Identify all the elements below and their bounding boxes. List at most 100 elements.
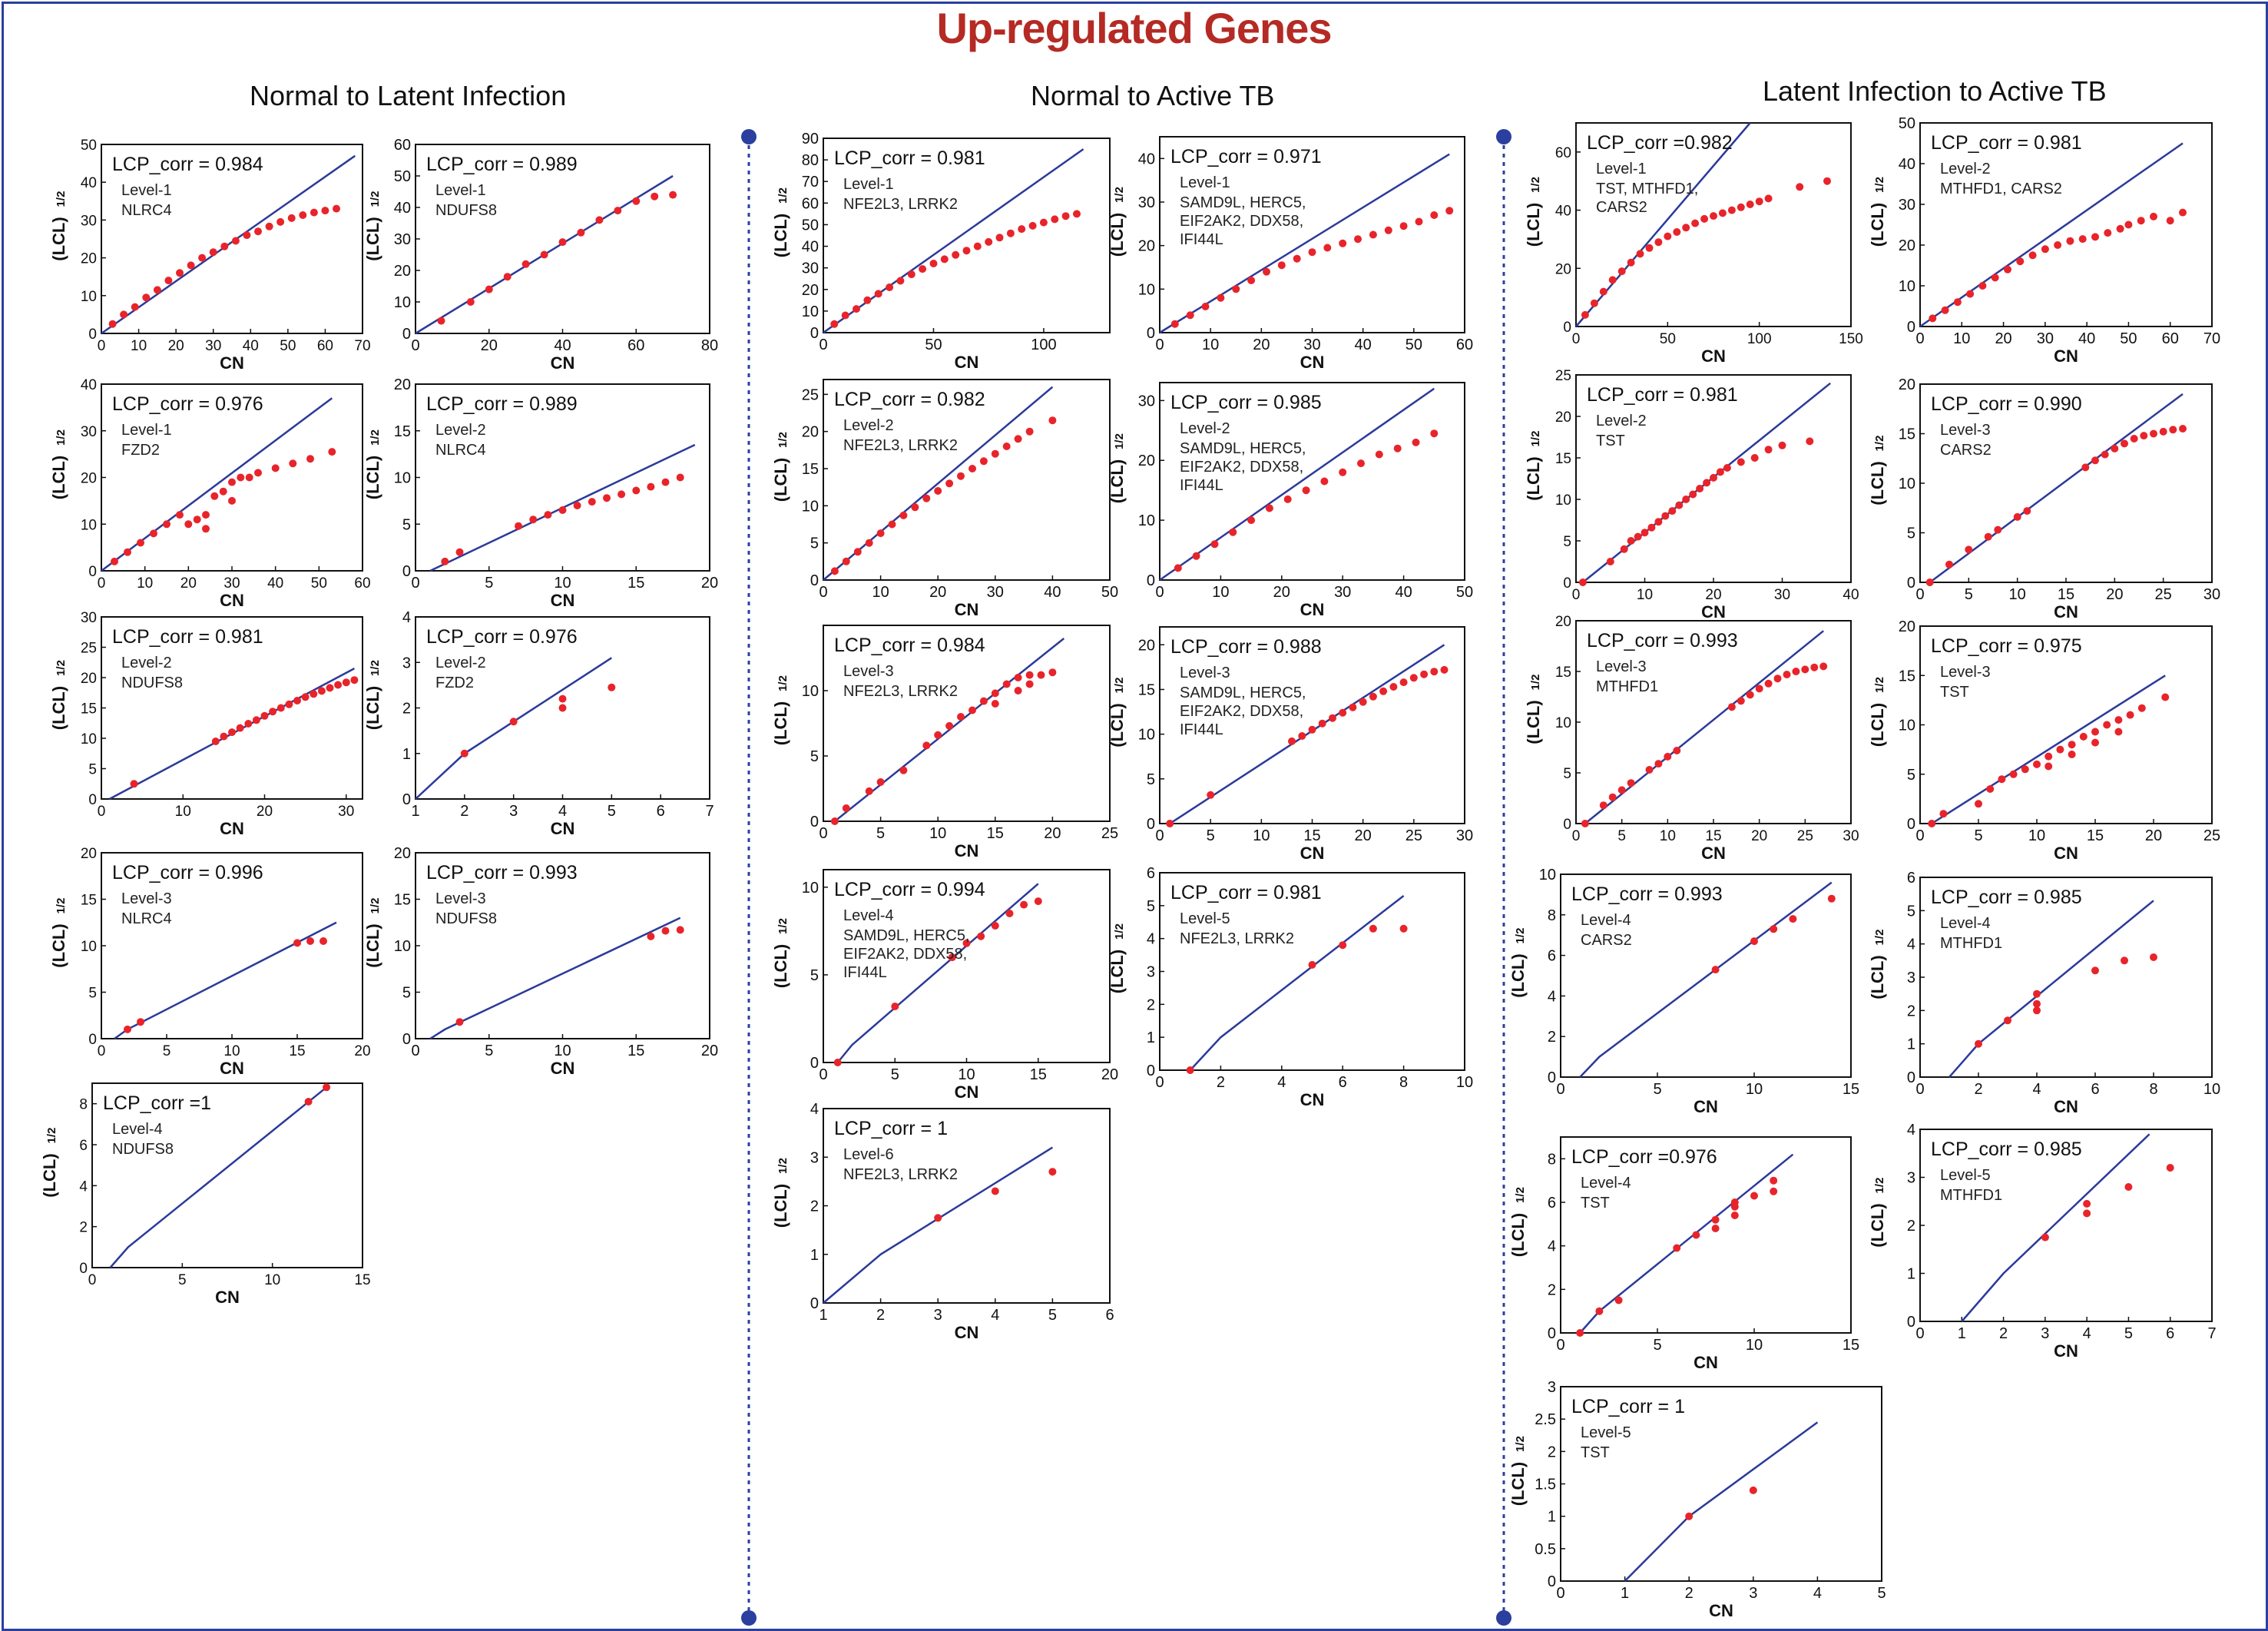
corr-label: LCP_corr = 0.971 (1170, 146, 1322, 167)
data-point (1288, 737, 1296, 745)
data-point (2056, 745, 2064, 754)
chart-frame (1575, 122, 1852, 327)
x-tick-label: 70 (354, 338, 370, 354)
x-axis-label: CN (2054, 1097, 2078, 1116)
data-point (1941, 306, 1949, 314)
gene-label: FZD2 (121, 442, 160, 459)
level-label: Level-1 (1180, 174, 1230, 191)
x-tick-label: 80 (701, 337, 718, 354)
level-label: Level-3 (435, 890, 486, 907)
x-tick-label: 5 (1965, 586, 1973, 603)
x-tick-label: 0 (819, 1066, 827, 1083)
y-tick-label: 5 (1147, 898, 1155, 915)
data-point (131, 303, 139, 311)
x-tick-label: 30 (205, 338, 221, 354)
data-point (1186, 1066, 1194, 1074)
x-tick-label: 25 (1797, 828, 1813, 844)
x-tick-label: 10 (175, 804, 191, 820)
data-point (1576, 1329, 1584, 1337)
x-axis-label: CN (1701, 844, 1726, 863)
x-tick-label: 15 (1303, 827, 1320, 844)
gene-label: NFE2L3, LRRK2 (1180, 930, 1294, 947)
data-point (236, 724, 244, 732)
x-tick-label: 5 (891, 1066, 899, 1083)
y-axis-exponent: 1/2 (1514, 928, 1527, 944)
data-point (1590, 299, 1598, 307)
x-tick-label: 10 (1202, 336, 1219, 353)
x-tick-label: 4 (991, 1307, 999, 1324)
x-tick-label: 50 (311, 575, 327, 592)
data-point (1966, 290, 1975, 298)
x-tick-label: 10 (131, 338, 147, 354)
data-point (254, 227, 262, 236)
y-tick-label: 6 (79, 1138, 88, 1154)
y-tick-label: 0 (1907, 319, 1915, 336)
data-point (485, 285, 493, 293)
y-tick-label: 0 (1548, 1069, 1556, 1086)
x-tick-label: 10 (958, 1066, 975, 1083)
data-point (1823, 177, 1831, 185)
y-axis-exponent: 1/2 (55, 429, 68, 446)
x-tick-label: 10 (872, 584, 889, 601)
data-point (945, 721, 954, 730)
data-point (1393, 444, 1402, 453)
data-point (142, 293, 151, 302)
y-tick-label: 0 (1147, 1062, 1155, 1079)
data-point (1654, 760, 1663, 768)
y-tick-label: 1 (402, 746, 411, 763)
x-tick-label: 50 (1660, 331, 1676, 347)
data-point (1263, 267, 1270, 276)
data-point (2121, 439, 2128, 448)
y-tick-label: 0 (1147, 325, 1155, 342)
data-point (1764, 679, 1773, 688)
chart-frame (1560, 1136, 1852, 1334)
data-point (899, 511, 908, 519)
level-label: Level-3 (1940, 422, 1991, 439)
data-point (676, 473, 684, 482)
data-point (1764, 194, 1773, 203)
y-tick-label: 8 (79, 1097, 88, 1113)
y-tick-label: 2 (402, 701, 411, 718)
x-axis-label: CN (955, 1082, 979, 1102)
y-tick-label: 10 (394, 938, 411, 955)
y-axis-exponent: 1/2 (45, 1128, 58, 1144)
data-point (271, 464, 280, 472)
y-tick-label: 20 (1138, 637, 1155, 654)
x-axis-label: CN (551, 353, 575, 373)
data-point (957, 472, 965, 480)
y-tick-label: 0 (88, 1032, 97, 1048)
data-point (287, 214, 296, 222)
data-point (209, 248, 217, 257)
data-point (991, 922, 999, 930)
x-axis-label: CN (215, 1288, 240, 1307)
data-point (1359, 698, 1367, 706)
y-tick-label: 6 (1548, 1195, 1556, 1212)
data-point (1599, 287, 1607, 296)
data-point (1409, 674, 1418, 682)
y-tick-label: 40 (394, 200, 411, 217)
x-tick-label: 15 (289, 1043, 305, 1059)
data-point (2124, 1183, 2133, 1191)
gene-label: NDUFS8 (121, 675, 183, 691)
y-axis-label: (LCL) (1108, 703, 1127, 747)
reference-line (1919, 142, 2184, 328)
data-point (1773, 675, 1782, 683)
data-point (952, 250, 960, 259)
x-tick-label: 6 (2091, 1081, 2099, 1098)
data-point (2091, 456, 2099, 465)
data-point (1581, 310, 1589, 319)
data-point (1369, 924, 1377, 933)
y-tick-label: 40 (1899, 156, 1915, 173)
y-tick-label: 10 (802, 498, 819, 515)
data-point (940, 255, 949, 264)
chart-panel-23: 0 5 10 15 20 25 0 5 10 15 20 CN (LCL) 1/2 LCP_corr = 0… (1868, 618, 2220, 863)
level-label: Level-4 (843, 907, 894, 924)
data-point (2111, 444, 2119, 453)
data-point (1339, 468, 1347, 476)
data-point (830, 817, 839, 825)
chart-frame (823, 379, 1111, 581)
y-tick-label: 0 (1548, 1325, 1556, 1342)
data-point (1339, 239, 1347, 247)
data-point (888, 520, 896, 529)
x-tick-label: 60 (354, 575, 370, 592)
